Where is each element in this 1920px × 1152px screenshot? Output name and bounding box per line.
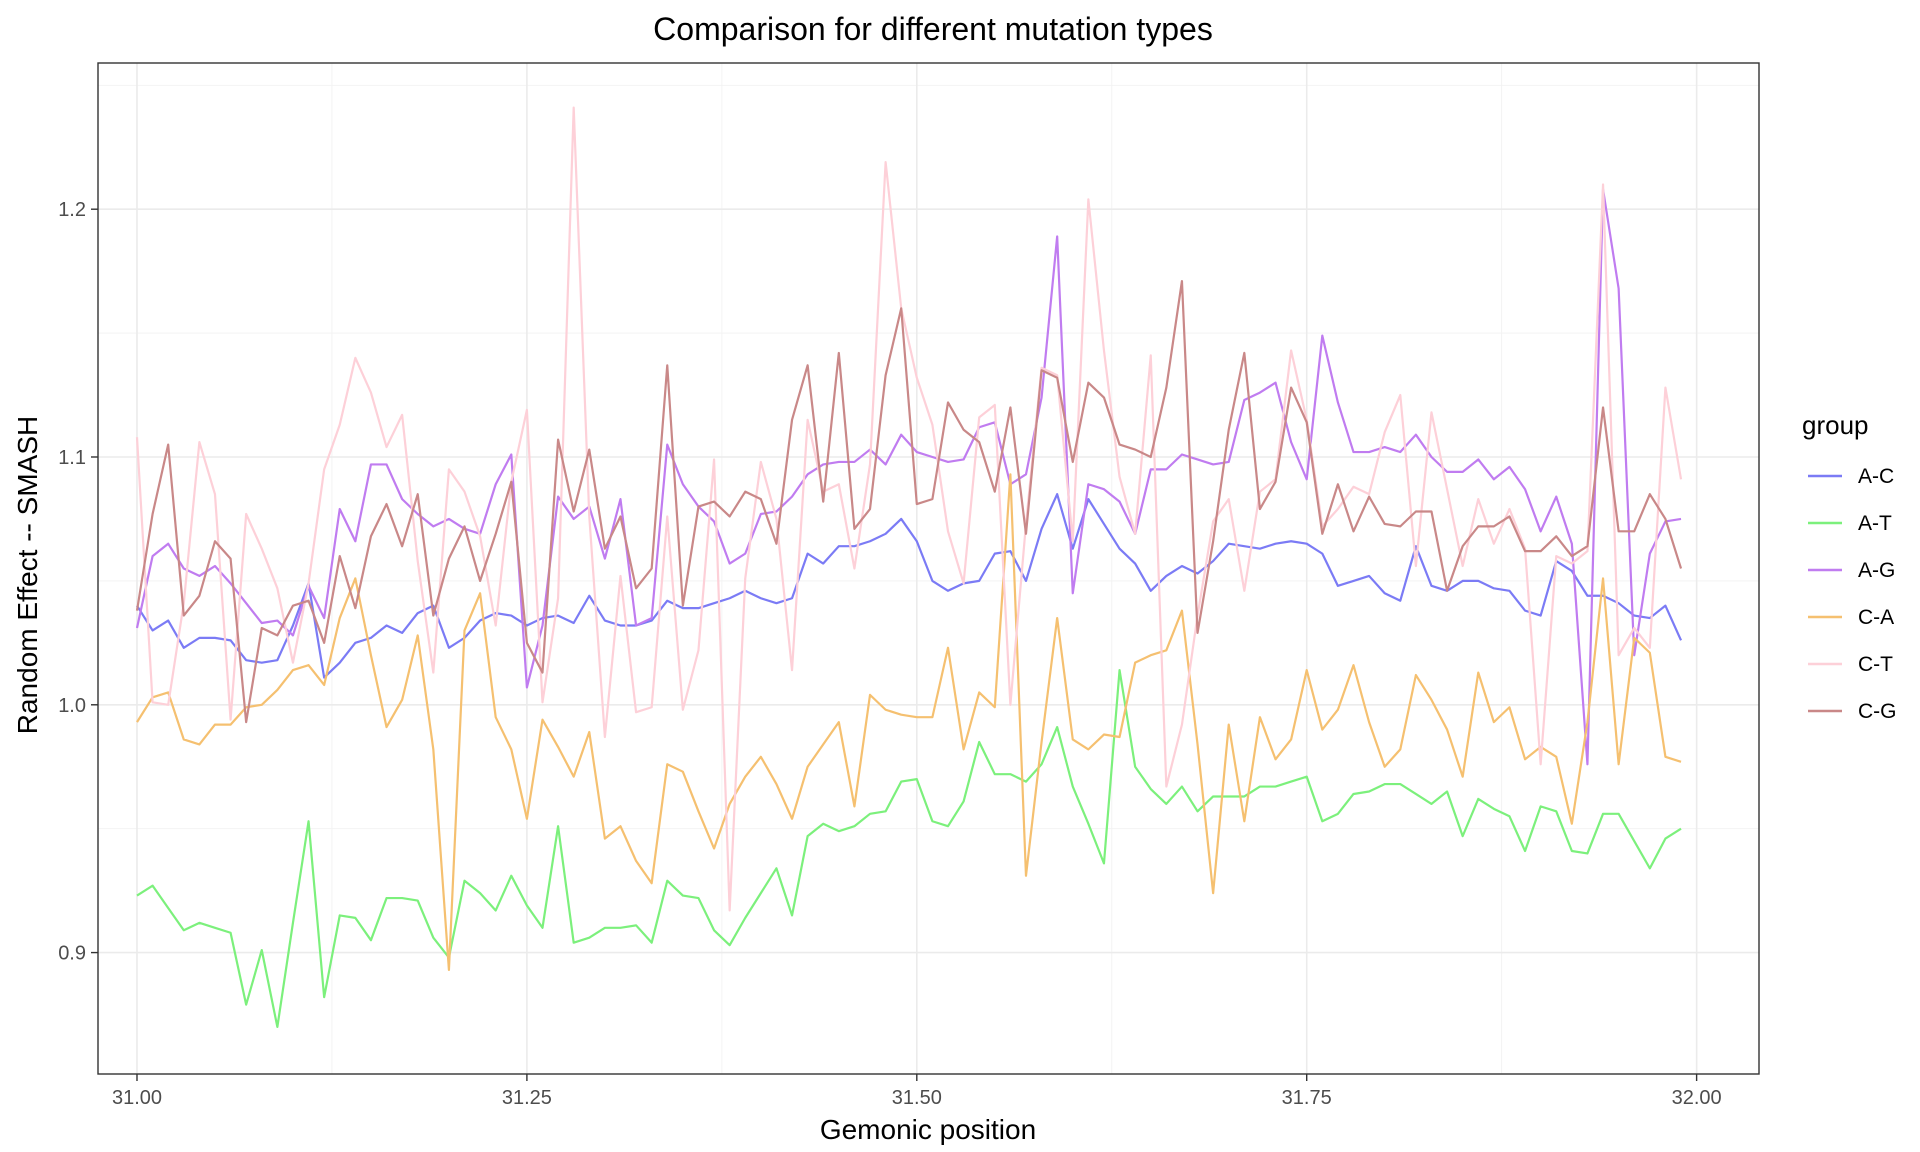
series-line-a-t — [136, 668, 1682, 1029]
legend-title: group — [1802, 410, 1869, 440]
legend-label-c-g: C-G — [1858, 700, 1897, 723]
x-tick-label: 32.00 — [1672, 1087, 1722, 1109]
y-axis: 0.9 1.0 1.1 1.2 — [58, 199, 98, 965]
y-tick-label: 1.1 — [58, 447, 86, 469]
series-line-c-a — [136, 473, 1682, 972]
y-axis-title: Random Effect -- SMASH — [12, 416, 43, 734]
minor-grid — [98, 63, 1759, 1074]
x-axis: 31.00 31.25 31.50 31.75 32.00 — [112, 1074, 1722, 1109]
x-tick-label: 31.75 — [1282, 1087, 1332, 1109]
plot-border — [97, 62, 1760, 1075]
x-tick-label: 31.25 — [502, 1087, 552, 1109]
series-line-c-t — [135, 106, 1683, 912]
series-lines — [135, 106, 1683, 1029]
x-tick-label: 31.50 — [892, 1087, 942, 1109]
legend-items: A-C A-T A-G C-A C-T C-G — [1808, 465, 1897, 723]
x-tick-label: 31.00 — [112, 1087, 162, 1109]
legend-label-a-c: A-C — [1858, 465, 1894, 488]
series-line-a-g — [135, 188, 1682, 766]
x-axis-title: Gemonic position — [820, 1114, 1036, 1145]
major-grid — [98, 63, 1759, 1074]
legend-label-a-t: A-T — [1858, 512, 1892, 535]
y-tick-label: 1.2 — [58, 199, 86, 221]
series-line-a-c — [136, 493, 1683, 679]
series-line-c-g — [135, 279, 1683, 724]
legend-label-c-a: C-A — [1858, 606, 1894, 629]
y-tick-label: 1.0 — [58, 695, 86, 717]
legend-label-a-g: A-G — [1858, 559, 1895, 582]
plot-area — [97, 62, 1760, 1075]
chart-title: Comparison for different mutation types — [653, 11, 1213, 47]
legend-label-c-t: C-T — [1858, 653, 1893, 676]
y-tick-label: 0.9 — [58, 943, 86, 965]
legend: group A-C A-T A-G C-A C-T C-G — [1802, 410, 1897, 723]
